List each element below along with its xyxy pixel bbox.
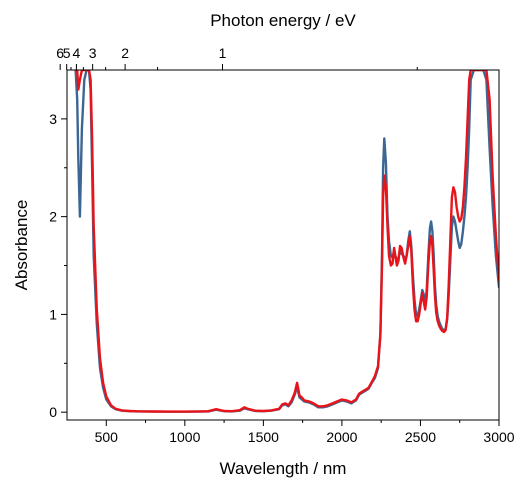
y-axis-ticks: 0 1 2 3 (49, 111, 67, 420)
top-axis-ticks: 65 4 3 2 1 (56, 45, 418, 70)
series-layer (74, 70, 499, 413)
y-tick-label: 1 (49, 306, 57, 322)
x-tick-label: 2000 (326, 429, 357, 445)
y-tick-label: 2 (49, 209, 57, 225)
series-line-blue (74, 70, 499, 413)
x-tick-label: 3000 (483, 429, 514, 445)
y-tick-label: 3 (49, 111, 57, 127)
x-axis-title: Wavelength / nm (220, 459, 347, 478)
y-axis-title: Absorbance (12, 200, 31, 291)
x-tick-label: 1000 (169, 429, 200, 445)
y-tick-label: 0 (49, 404, 57, 420)
top-tick-label: 2 (121, 45, 129, 61)
top-tick-label: 4 (73, 45, 81, 61)
top-tick-label: 1 (219, 45, 227, 61)
series-line-red (74, 70, 499, 413)
top-tick-label: 3 (89, 45, 97, 61)
top-tick-label: 5 (63, 45, 71, 61)
top-axis-title: Photon energy / eV (210, 11, 356, 30)
x-tick-label: 2500 (405, 429, 436, 445)
x-axis-ticks: 500 1000 1500 2000 2500 3000 (95, 420, 515, 445)
x-tick-label: 500 (95, 429, 119, 445)
top-tick-label: 6 (56, 45, 64, 61)
x-tick-label: 1500 (248, 429, 279, 445)
plot-frame (66, 69, 500, 421)
